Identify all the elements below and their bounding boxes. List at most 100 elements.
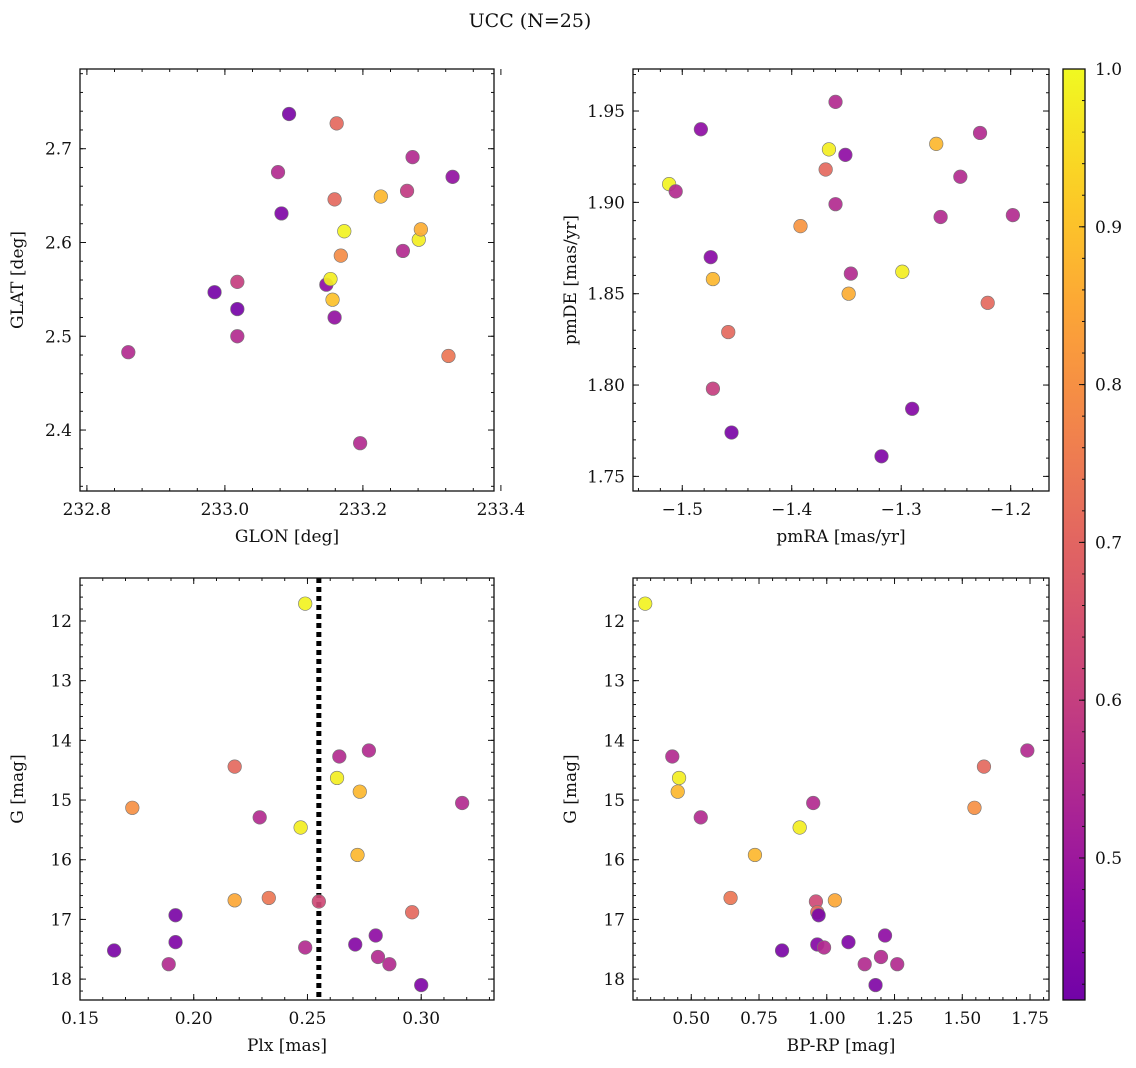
y-tick-label: 2.5 bbox=[45, 327, 72, 347]
colorbar-tick-label: 0.9 bbox=[1095, 218, 1122, 238]
scatter-point bbox=[274, 206, 289, 221]
y-tick-label: 17 bbox=[50, 910, 72, 930]
colorbar-tick-label: 0.5 bbox=[1095, 849, 1122, 869]
scatter-point bbox=[230, 274, 245, 289]
scatter-point bbox=[327, 310, 342, 325]
y-axis-label: G [mag] bbox=[8, 754, 28, 823]
y-tick-label: 14 bbox=[603, 731, 625, 751]
y-tick-label: 1.95 bbox=[587, 102, 625, 122]
scatter-point bbox=[261, 890, 276, 906]
x-axis-label: Plx [mas] bbox=[247, 1036, 327, 1056]
y-axis-label: G [mag] bbox=[561, 754, 581, 823]
scatter-point bbox=[747, 847, 763, 863]
scatter-point bbox=[703, 250, 718, 265]
x-axis-label: pmRA [mas/yr] bbox=[776, 527, 905, 547]
x-tick-label: 0.75 bbox=[740, 1009, 778, 1029]
x-axis-label: BP-RP [mag] bbox=[787, 1036, 896, 1056]
scatter-point bbox=[445, 169, 460, 184]
scatter-point bbox=[361, 743, 376, 758]
x-axis-label: GLON [deg] bbox=[235, 527, 339, 547]
axes-frame bbox=[632, 577, 1050, 1001]
y-tick-label: 13 bbox=[50, 672, 72, 692]
scatter-point bbox=[405, 150, 420, 165]
scatter-point bbox=[352, 784, 367, 799]
x-tick-label: 0.50 bbox=[672, 1009, 710, 1029]
scatter-point bbox=[873, 949, 889, 965]
colorbar-tick-label: 0.6 bbox=[1095, 691, 1122, 711]
scatter-point bbox=[905, 401, 920, 416]
scatter-point bbox=[252, 810, 267, 825]
scatter-point bbox=[665, 749, 680, 764]
axes-frame bbox=[632, 68, 1050, 492]
scatter-point bbox=[724, 425, 739, 440]
scatter-point bbox=[828, 197, 843, 212]
y-tick-label: 1.75 bbox=[587, 467, 625, 487]
scatter-point bbox=[638, 596, 653, 611]
scatter-point bbox=[811, 908, 826, 923]
colorbar-gradient bbox=[1062, 68, 1086, 1001]
scatter-point bbox=[337, 224, 352, 239]
subplot-pmra-pmde: −1.5 −1.4 −1.3 −1.2 1.75 1.80 1.85 1.90 1.95 pmRA… bbox=[561, 68, 1050, 547]
x-tick-label: 0.20 bbox=[175, 1009, 213, 1029]
scatter-point bbox=[972, 125, 988, 141]
scatter-point bbox=[293, 820, 308, 835]
scatter-point bbox=[693, 122, 708, 137]
scatter-point bbox=[723, 890, 738, 906]
scatter-point bbox=[827, 893, 843, 908]
x-tick-label: 233.0 bbox=[201, 500, 250, 520]
scatter-point bbox=[405, 905, 420, 920]
scatter-point bbox=[671, 770, 687, 786]
scatter-point bbox=[325, 292, 340, 307]
scatter-point bbox=[890, 957, 905, 972]
scatter-point bbox=[668, 184, 683, 199]
y-tick-label: 1.90 bbox=[587, 193, 625, 213]
scatter-point bbox=[705, 381, 721, 396]
scatter-points bbox=[638, 596, 1035, 993]
scatter-point bbox=[227, 759, 242, 774]
scatter-point bbox=[333, 248, 348, 263]
scatter-point bbox=[368, 928, 383, 943]
scatter-point bbox=[1005, 208, 1020, 223]
x-tick-label: 0.25 bbox=[289, 1009, 327, 1029]
scatter-point bbox=[980, 295, 995, 310]
subplot-grid: 232.8 233.0 233.2 233.4 2.4 2.5 2.6 2.7 GLON [de… bbox=[8, 68, 1050, 1056]
axes-frame bbox=[79, 68, 495, 492]
x-tick-label: −1.5 bbox=[662, 500, 703, 520]
scatter-point bbox=[721, 324, 736, 340]
y-tick-label: 16 bbox=[603, 851, 625, 871]
scatter-point bbox=[395, 243, 411, 259]
x-tick-label: 1.75 bbox=[1011, 1009, 1049, 1029]
scatter-point bbox=[868, 977, 883, 993]
scatter-point bbox=[327, 192, 342, 207]
subplot-bprp-g: 0.50 0.75 1.00 1.25 1.50 1.75 12 13 14 15 16 17 18 BP… bbox=[561, 577, 1050, 1056]
scatter-point bbox=[929, 136, 944, 152]
scatter-point bbox=[350, 847, 365, 863]
axes-frame bbox=[79, 577, 495, 1001]
minor-ticks bbox=[633, 578, 1049, 1000]
x-tick-label: 233.4 bbox=[477, 500, 526, 520]
y-axis-label: pmDE [mas/yr] bbox=[561, 215, 581, 345]
scatter-point bbox=[774, 943, 790, 958]
scatter-point bbox=[348, 937, 363, 952]
scatter-point bbox=[877, 928, 893, 943]
colorbar: 0.5 0.6 0.7 0.8 0.9 1.0 bbox=[1062, 60, 1122, 1001]
scatter-point bbox=[270, 165, 286, 180]
scatter-point bbox=[298, 940, 313, 955]
scatter-point bbox=[841, 286, 856, 301]
scatter-point bbox=[828, 94, 843, 109]
scatter-point bbox=[670, 784, 685, 799]
scatter-point bbox=[818, 162, 833, 177]
scatter-point bbox=[373, 189, 388, 204]
scatter-point bbox=[161, 957, 176, 972]
y-tick-label: 17 bbox=[603, 910, 625, 930]
scatter-points bbox=[662, 94, 1020, 464]
y-tick-label: 1.80 bbox=[587, 376, 625, 396]
subplot-glon-glat: 232.8 233.0 233.2 233.4 2.4 2.5 2.6 2.7 GLON [de… bbox=[8, 68, 526, 547]
scatter-point bbox=[281, 106, 297, 122]
x-tick-label: 0.15 bbox=[61, 1009, 99, 1029]
scatter-point bbox=[806, 795, 821, 811]
scatter-point bbox=[353, 436, 368, 451]
scatter-point bbox=[895, 264, 910, 279]
scatter-point bbox=[125, 800, 140, 815]
